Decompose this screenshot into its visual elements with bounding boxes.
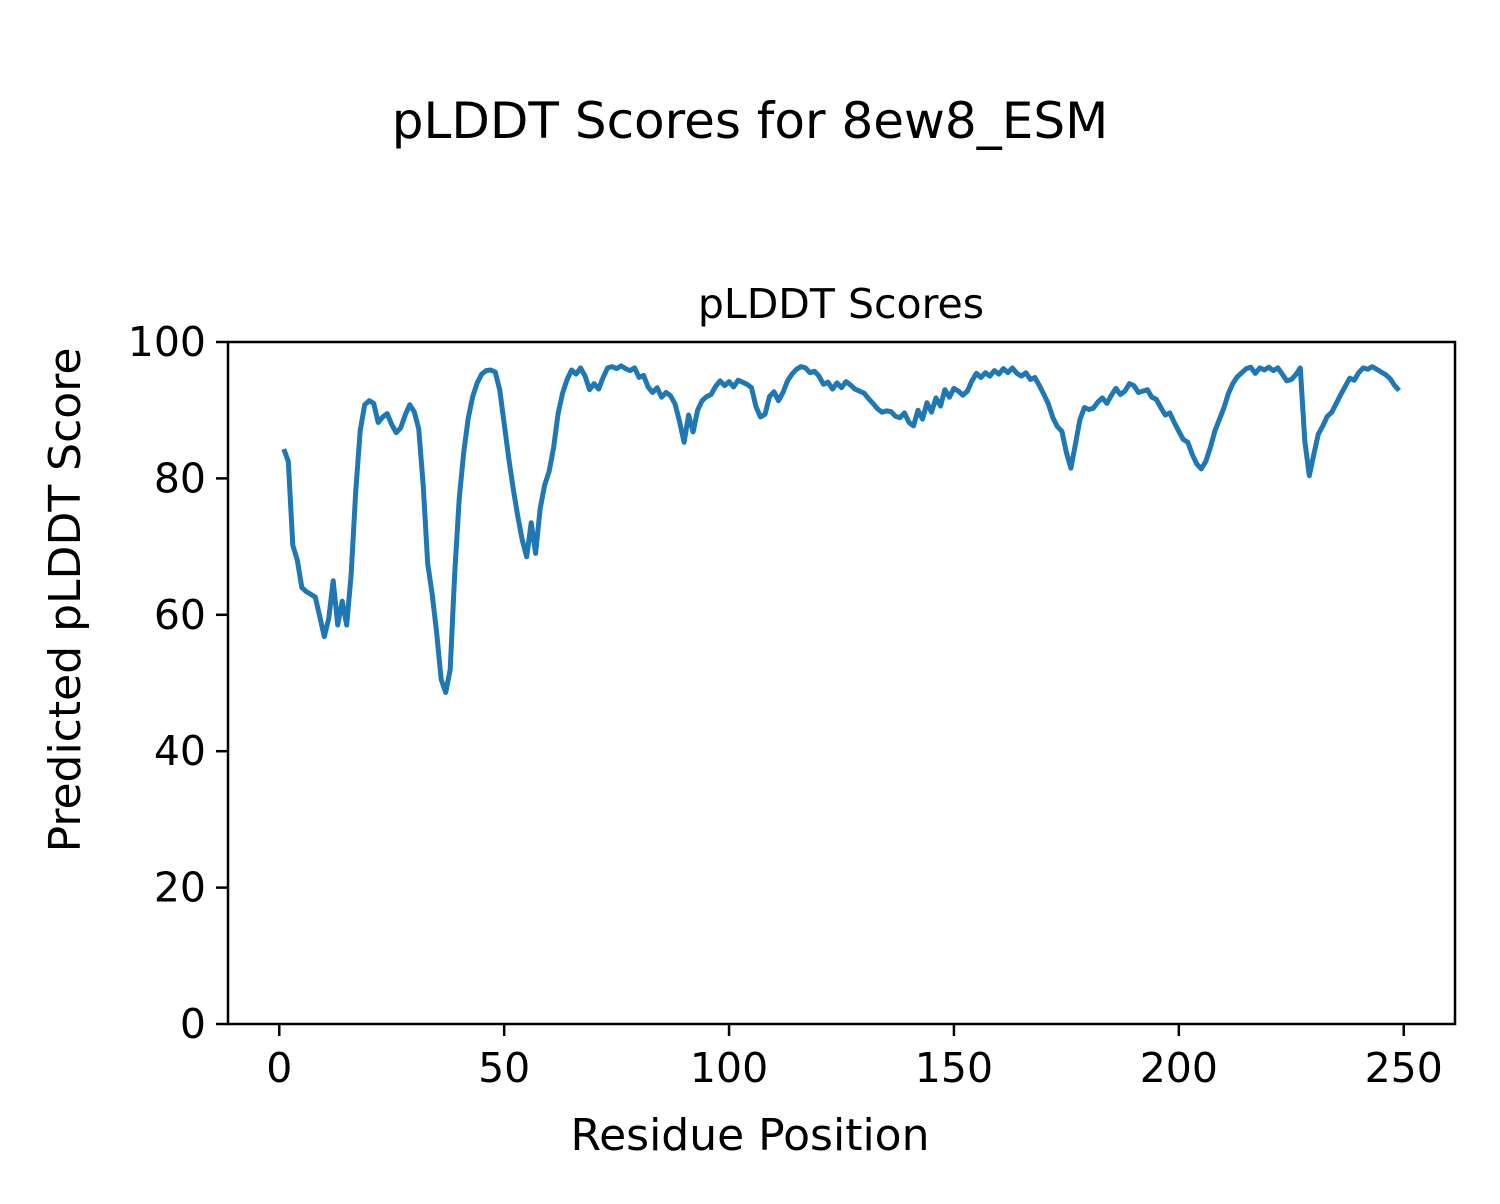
y-axis: 0 20 40 60 80 100: [128, 318, 228, 1048]
y-tick-label: 80: [154, 454, 206, 502]
y-tick-label: 20: [154, 864, 206, 912]
x-tick-label: 150: [915, 1044, 993, 1092]
x-tick-label: 250: [1365, 1044, 1443, 1092]
y-tick-label: 60: [154, 591, 206, 639]
y-tick-label: 40: [154, 727, 206, 775]
x-axis-label: Residue Position: [570, 1110, 929, 1161]
x-tick-label: 200: [1140, 1044, 1218, 1092]
x-tick-label: 100: [690, 1044, 768, 1092]
y-axis-label: Predicted pLDDT Score: [40, 348, 91, 853]
x-tick-label: 50: [478, 1044, 530, 1092]
plot-area: [226, 340, 1457, 1026]
x-tick-label: 0: [266, 1044, 292, 1092]
figure-title: pLDDT Scores for 8ew8_ESM: [392, 92, 1108, 150]
x-axis: 0 50 100 150 200 250: [266, 1024, 1443, 1092]
y-tick-label: 0: [180, 1000, 206, 1048]
y-tick-label: 100: [128, 318, 206, 366]
plddt-line: [281, 363, 1402, 695]
axes-title: pLDDT Scores: [698, 280, 984, 328]
